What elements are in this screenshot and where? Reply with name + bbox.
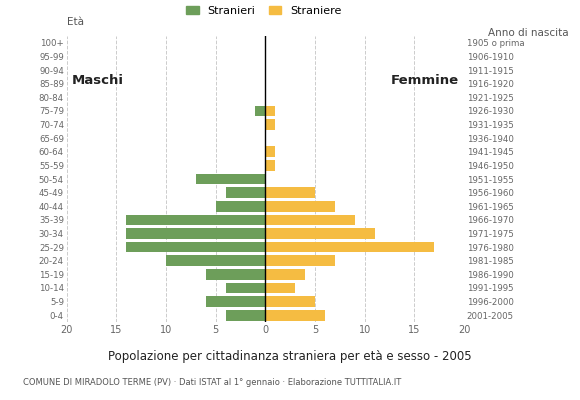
Bar <box>266 187 315 198</box>
Text: Maschi: Maschi <box>72 74 124 87</box>
Bar <box>226 283 266 293</box>
Text: Età: Età <box>67 17 84 27</box>
Bar <box>216 201 266 212</box>
Text: Femmine: Femmine <box>391 74 459 87</box>
Bar <box>196 174 266 184</box>
Bar <box>266 242 434 252</box>
Bar <box>206 269 266 280</box>
Bar <box>126 242 266 252</box>
Text: Anno di nascita: Anno di nascita <box>488 28 568 38</box>
Bar <box>266 296 315 307</box>
Text: COMUNE DI MIRADOLO TERME (PV) · Dati ISTAT al 1° gennaio · Elaborazione TUTTITAL: COMUNE DI MIRADOLO TERME (PV) · Dati IST… <box>23 378 401 387</box>
Bar <box>266 160 275 171</box>
Legend: Stranieri, Straniere: Stranieri, Straniere <box>187 6 341 16</box>
Bar <box>126 214 266 225</box>
Bar <box>266 201 335 212</box>
Bar <box>226 310 266 320</box>
Bar <box>166 256 266 266</box>
Bar <box>266 146 275 157</box>
Bar <box>266 283 295 293</box>
Bar <box>206 296 266 307</box>
Bar <box>266 214 355 225</box>
Text: Popolazione per cittadinanza straniera per età e sesso - 2005: Popolazione per cittadinanza straniera p… <box>108 350 472 363</box>
Bar <box>266 269 305 280</box>
Bar <box>266 106 275 116</box>
Bar <box>266 119 275 130</box>
Bar <box>266 228 375 239</box>
Bar <box>255 106 266 116</box>
Bar <box>266 310 325 320</box>
Bar <box>266 256 335 266</box>
Bar <box>126 228 266 239</box>
Bar <box>226 187 266 198</box>
